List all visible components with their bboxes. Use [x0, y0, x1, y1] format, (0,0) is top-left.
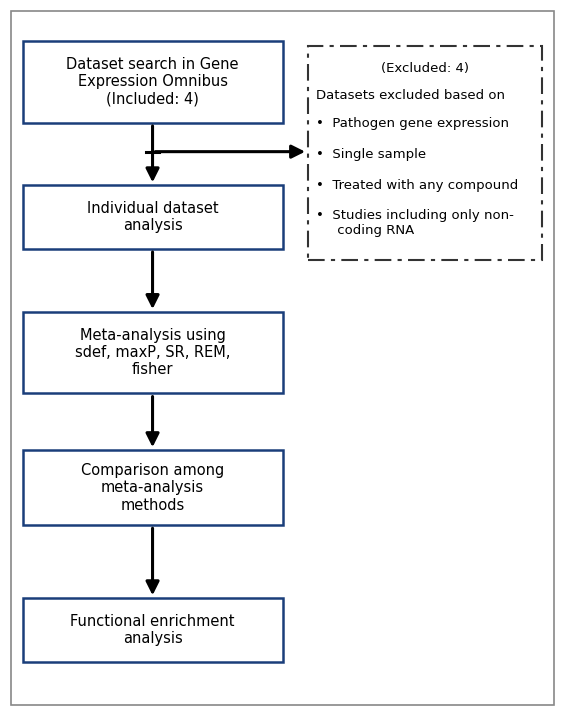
- Bar: [23, 41, 283, 122]
- Text: Meta-analysis using
sdef, maxP, SR, REM,
fisher: Meta-analysis using sdef, maxP, SR, REM,…: [75, 328, 231, 377]
- Bar: [23, 312, 283, 393]
- Text: •  Single sample: • Single sample: [316, 148, 427, 161]
- Text: (Excluded: 4): (Excluded: 4): [381, 62, 469, 75]
- Text: Dataset search in Gene
Expression Omnibus
(Included: 4): Dataset search in Gene Expression Omnibu…: [66, 57, 239, 107]
- Bar: [308, 46, 542, 260]
- Text: •  Studies including only non-
     coding RNA: • Studies including only non- coding RNA: [316, 209, 514, 237]
- Bar: [23, 185, 283, 249]
- Text: Functional enrichment
analysis: Functional enrichment analysis: [70, 614, 235, 646]
- Text: Datasets excluded based on: Datasets excluded based on: [316, 89, 506, 102]
- Bar: [23, 451, 283, 525]
- Text: •  Treated with any compound: • Treated with any compound: [316, 179, 519, 192]
- Text: Comparison among
meta-analysis
methods: Comparison among meta-analysis methods: [81, 463, 224, 513]
- Bar: [23, 598, 283, 662]
- Text: Individual dataset
analysis: Individual dataset analysis: [87, 201, 218, 234]
- Text: •  Pathogen gene expression: • Pathogen gene expression: [316, 117, 510, 130]
